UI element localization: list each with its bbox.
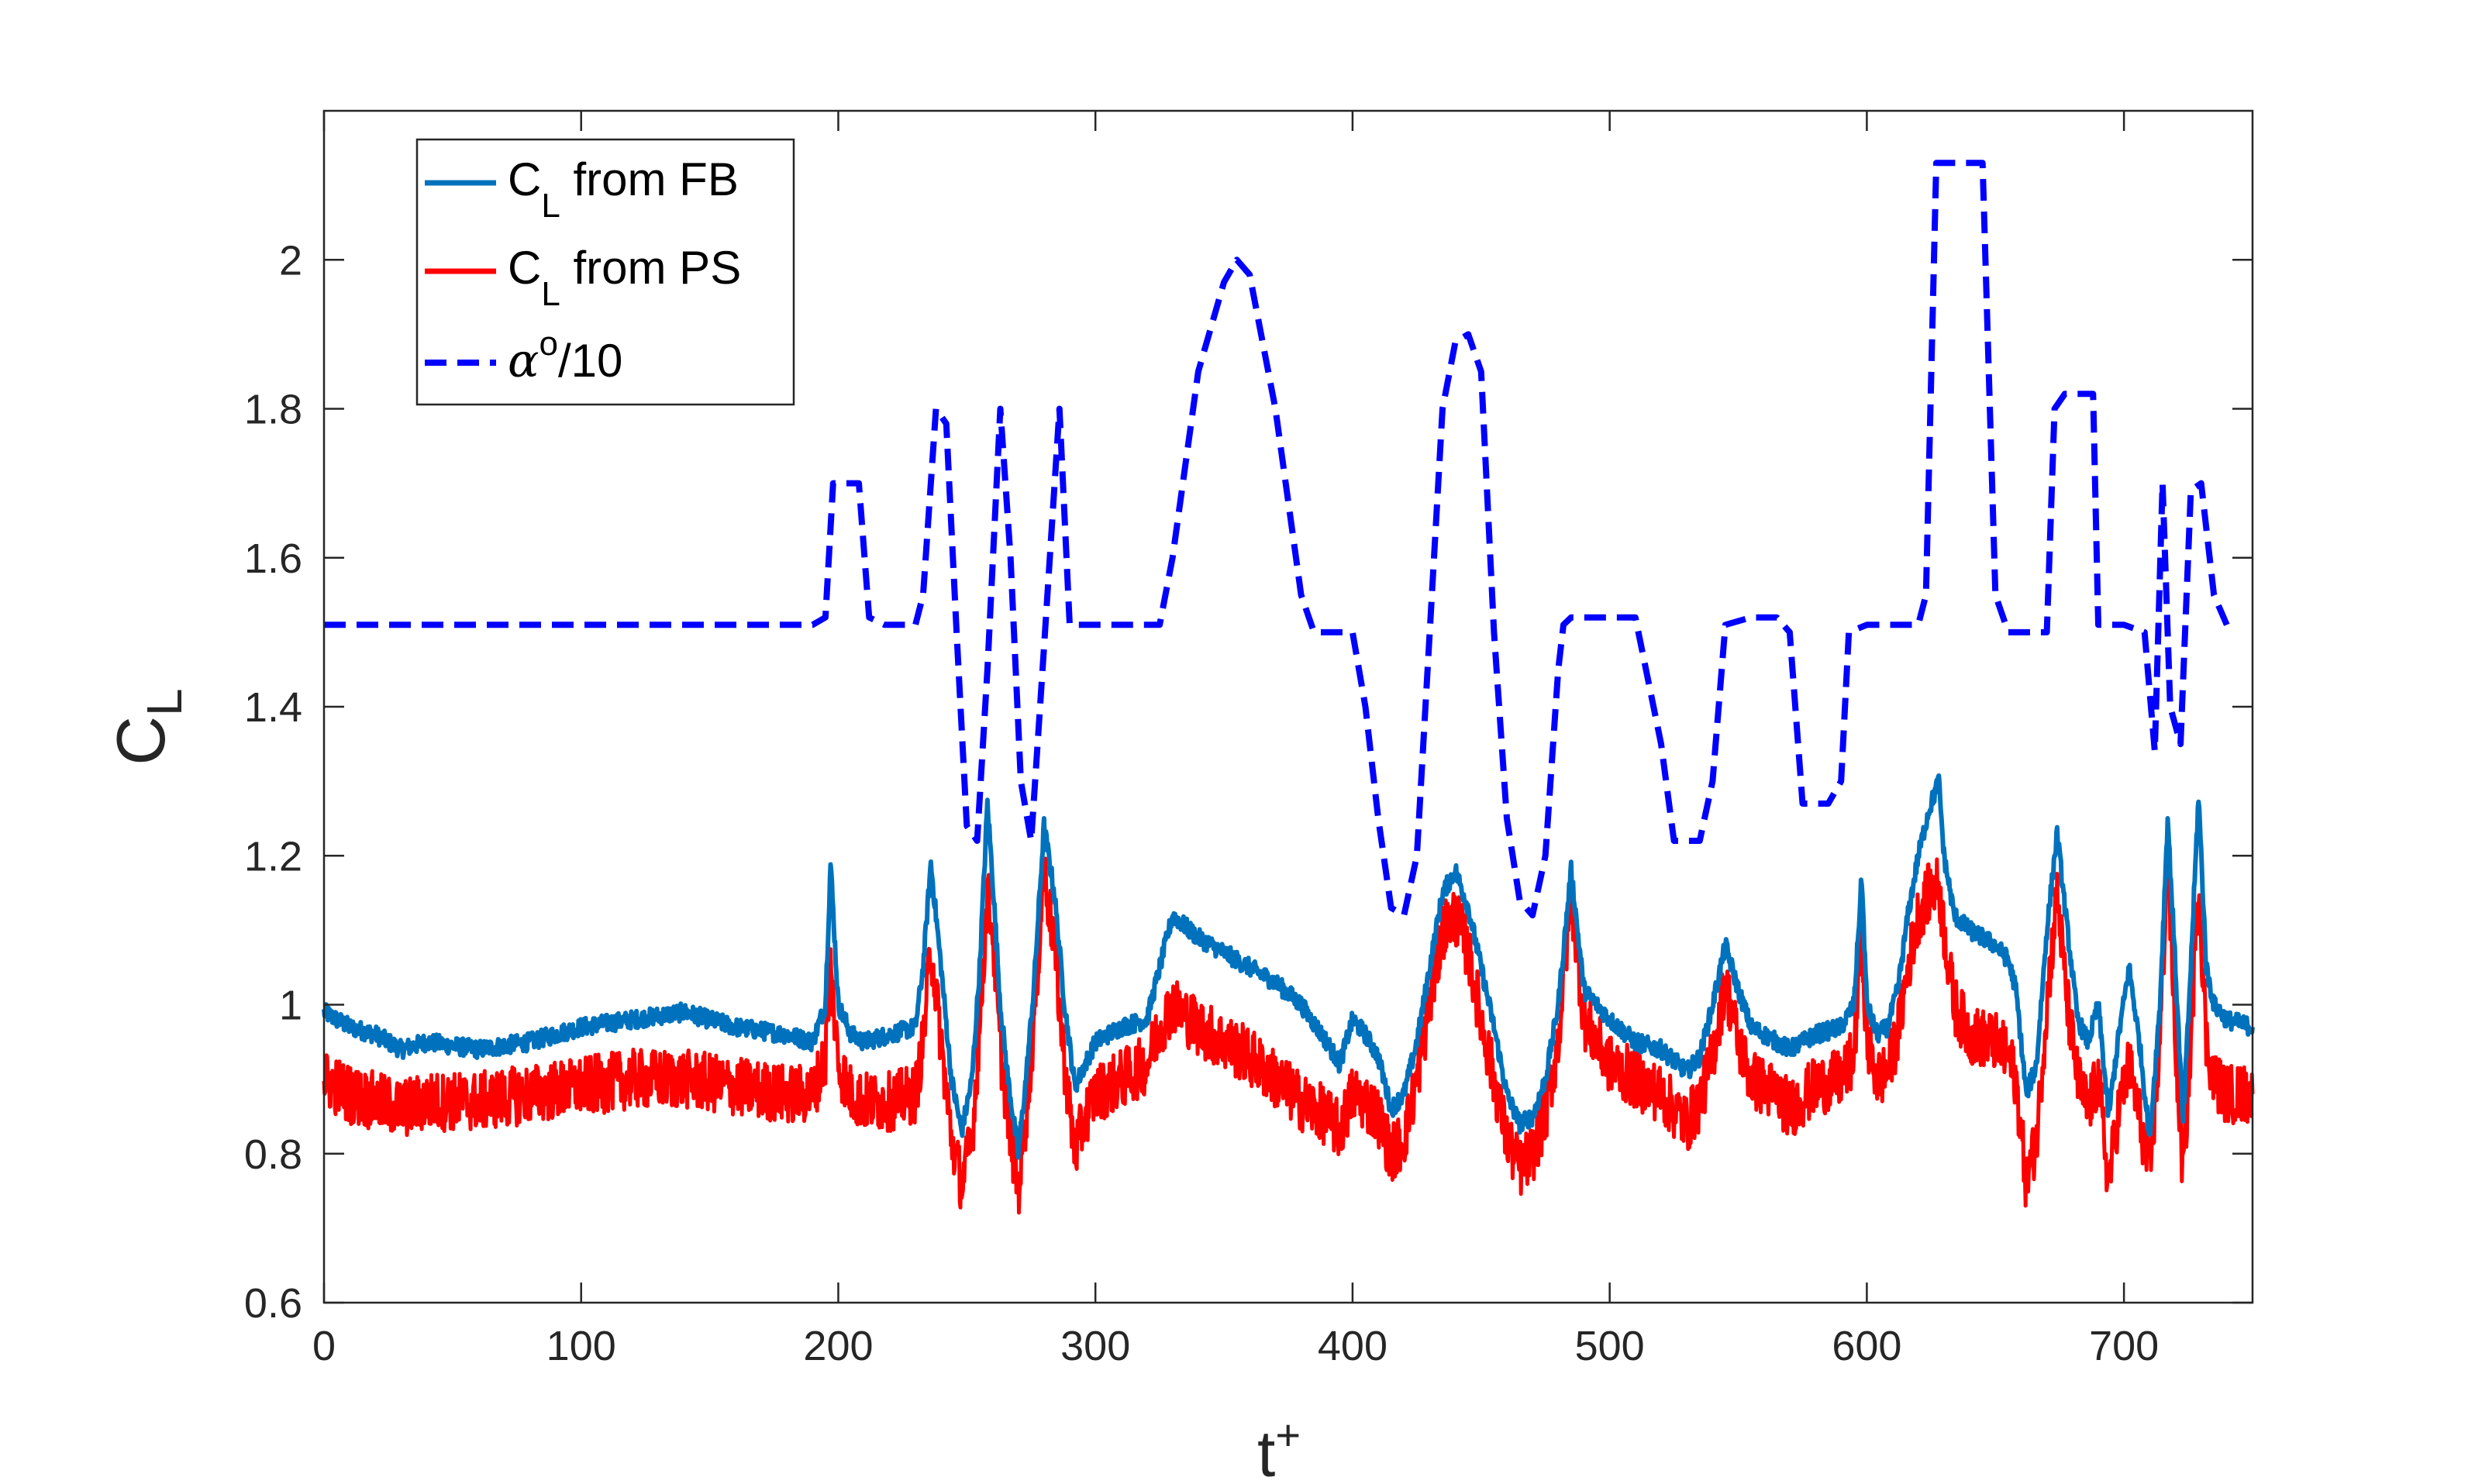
ticks-layer: 0 100 200 300 400 500 600 700 0.6 0.8 1 1.2 1.4 1.6 1.… [244, 111, 2253, 1369]
legend-alpha-label: αo/10 [508, 325, 622, 388]
x-tick-label: 600 [1832, 1323, 1901, 1369]
x-tick-label: 0 [312, 1323, 336, 1369]
x-tick-label: 100 [546, 1323, 616, 1369]
y-tick-label: 1.6 [244, 535, 302, 582]
y-tick-label: 2 [279, 237, 302, 284]
y-axis-label: CL [102, 688, 192, 765]
series-layer [322, 160, 2255, 1215]
y-tick-label: 0.8 [244, 1131, 302, 1178]
y-tick-label: 1.2 [244, 833, 302, 880]
legend: CL from FB CL from PS αo/10 [415, 138, 795, 406]
x-tick-label: 700 [2089, 1323, 2159, 1369]
y-tick-label: 1.8 [244, 387, 302, 433]
series-cl-ps-line [322, 852, 2255, 1215]
x-axis-label: t+ [1257, 1410, 1301, 1484]
x-tick-label: 400 [1318, 1323, 1387, 1369]
y-tick-label: 0.6 [244, 1280, 302, 1327]
x-tick-label: 200 [803, 1323, 873, 1369]
legend-fb-label: CL from FB [508, 153, 739, 225]
legend-ps-label: CL from PS [508, 242, 741, 313]
x-tick-label: 500 [1575, 1323, 1645, 1369]
y-tick-label: 1.4 [244, 684, 302, 731]
series-cl-fb-line [322, 773, 2255, 1160]
x-tick-label: 300 [1060, 1323, 1130, 1369]
y-tick-label: 1 [279, 983, 302, 1029]
series-alpha-line [324, 160, 2230, 919]
